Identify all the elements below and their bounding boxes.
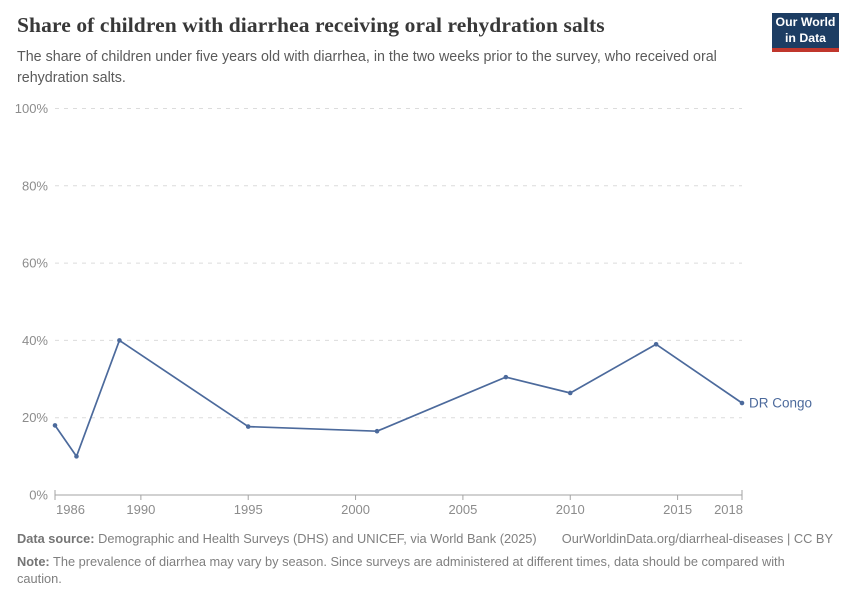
- data-source: Data source: Demographic and Health Surv…: [17, 531, 537, 547]
- data-source-text: Demographic and Health Surveys (DHS) and…: [98, 531, 537, 546]
- series-label-dr-congo[interactable]: DR Congo: [749, 396, 812, 411]
- x-axis-label-2000: 2000: [341, 502, 370, 517]
- y-axis-label-40: 40%: [22, 333, 48, 348]
- chart-subtitle: The share of children under five years o…: [17, 49, 717, 87]
- y-axis-label-60: 60%: [22, 256, 48, 271]
- source-row: Data source: Demographic and Health Surv…: [17, 531, 833, 547]
- data-point-2007[interactable]: [503, 374, 509, 380]
- y-axis-label-100: 100%: [15, 101, 49, 116]
- y-axis-label-80: 80%: [22, 178, 48, 193]
- footnote-label: Note:: [17, 554, 50, 570]
- x-axis-label-1990: 1990: [126, 502, 155, 517]
- data-point-2010[interactable]: [567, 390, 573, 396]
- x-axis-label-2015: 2015: [663, 502, 692, 517]
- data-point-1986[interactable]: [52, 423, 58, 428]
- attribution-link[interactable]: OurWorldinData.org/diarrheal-diseases | …: [561, 531, 833, 546]
- chart-title: Share of children with diarrhea receivin…: [17, 13, 605, 37]
- footnote: Note: The prevalence of diarrhea may var…: [17, 554, 795, 587]
- data-point-2001[interactable]: [374, 428, 380, 434]
- y-axis-label-20: 20%: [22, 410, 48, 425]
- data-point-1987[interactable]: [74, 454, 79, 459]
- x-axis-label-2010: 2010: [556, 502, 585, 517]
- owid-logo-line2: in Data: [785, 30, 826, 45]
- x-axis-label-1986: 1986: [56, 502, 85, 517]
- chart-header: Share of children with diarrhea receivin…: [17, 13, 765, 89]
- series-line-dr-congo[interactable]: [54, 339, 743, 458]
- owid-logo-stripe: [772, 48, 839, 52]
- footnote-text: The prevalence of diarrhea may vary by s…: [17, 554, 785, 586]
- data-point-1989[interactable]: [117, 338, 122, 343]
- data-point-1995[interactable]: [245, 424, 251, 429]
- owid-logo-text: Our World in Data: [772, 13, 839, 48]
- chart-footer: Data source: Demographic and Health Surv…: [17, 531, 833, 587]
- data-point-2014[interactable]: [653, 341, 659, 347]
- owid-logo[interactable]: Our World in Data: [772, 13, 839, 52]
- y-axis-label-0: 0%: [29, 488, 48, 503]
- x-axis-label-1995: 1995: [234, 502, 263, 517]
- data-source-label: Data source:: [17, 531, 95, 546]
- owid-logo-line1: Our World: [775, 14, 836, 29]
- data-point-2018[interactable]: [739, 400, 745, 406]
- x-axis-label-2005: 2005: [448, 502, 477, 517]
- x-axis-label-2018: 2018: [714, 502, 743, 517]
